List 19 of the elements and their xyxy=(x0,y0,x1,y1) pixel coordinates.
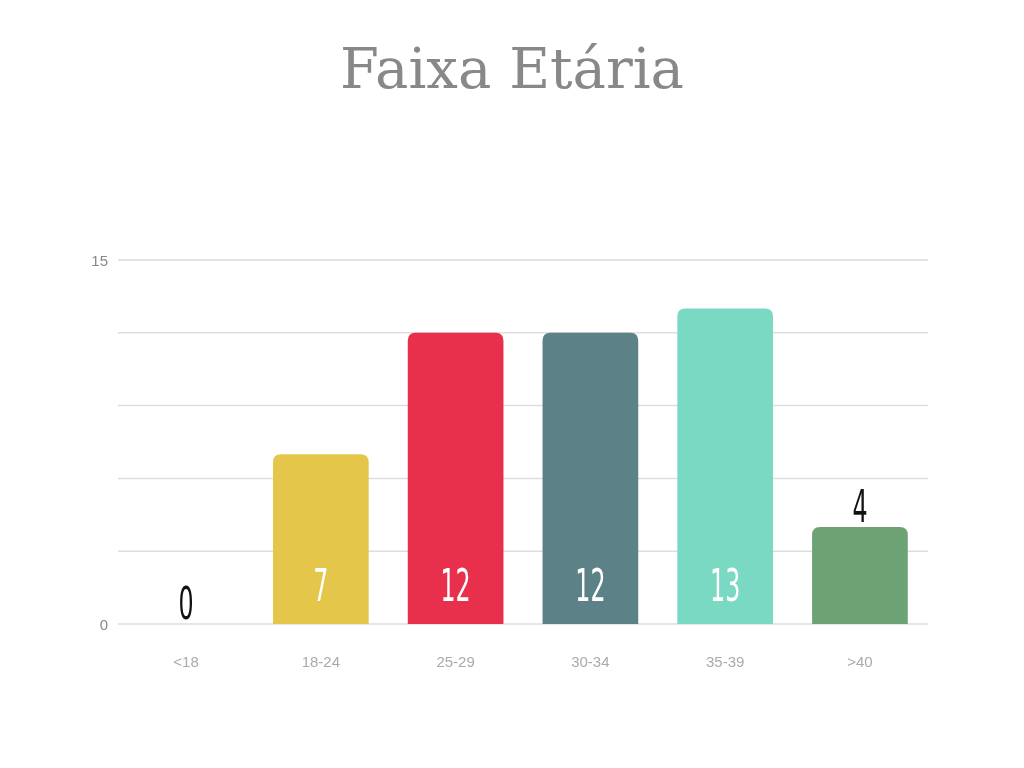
bar xyxy=(272,454,369,624)
bar xyxy=(407,332,504,624)
y-tick-label: 15 xyxy=(91,251,108,269)
x-tick-label: 30-34 xyxy=(571,652,610,670)
x-tick-label: >40 xyxy=(847,652,873,670)
bar xyxy=(677,308,774,624)
chart-title: Faixa Etária xyxy=(340,36,684,101)
data-label: 12 xyxy=(575,559,606,613)
x-tick-label: 25-29 xyxy=(436,652,475,670)
data-label: 4 xyxy=(852,480,868,534)
data-label: 7 xyxy=(313,559,329,613)
bar xyxy=(542,332,639,624)
x-tick-label: 35-39 xyxy=(705,652,745,670)
x-tick-label: 18-24 xyxy=(301,652,341,670)
bar xyxy=(812,526,908,624)
data-label: 13 xyxy=(710,559,741,613)
data-label: 0 xyxy=(178,577,194,631)
x-tick-label: <18 xyxy=(173,652,199,670)
data-label: 12 xyxy=(440,559,471,613)
